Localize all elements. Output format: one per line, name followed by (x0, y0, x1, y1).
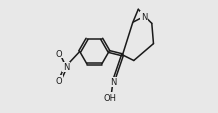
Text: O: O (56, 76, 63, 85)
Text: N: N (141, 12, 147, 21)
Text: O: O (56, 49, 63, 58)
Text: N: N (63, 63, 69, 72)
Text: N: N (110, 78, 116, 87)
Text: OH: OH (104, 93, 117, 102)
